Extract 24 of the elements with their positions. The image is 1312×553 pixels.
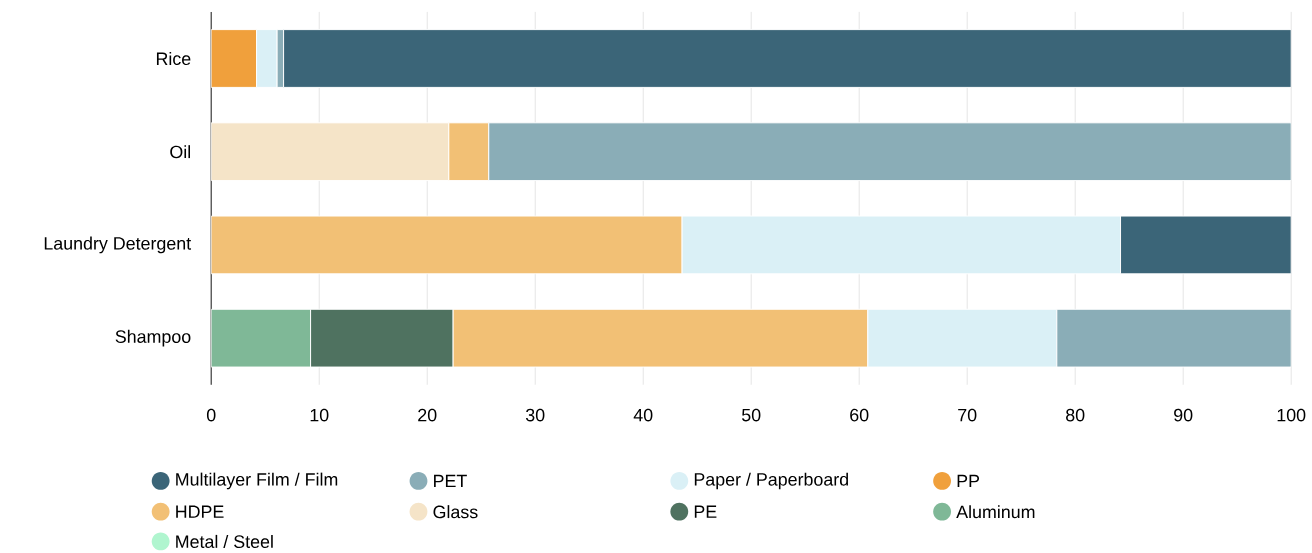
x-tick-label: 30 <box>525 408 545 422</box>
legend-label: HDPE <box>176 505 224 518</box>
x-tick-label: 100 <box>1277 408 1306 422</box>
x-tick-label: 90 <box>1174 408 1193 422</box>
legend-label: Glass <box>433 504 478 519</box>
y-tick-label: Rice <box>156 51 191 65</box>
x-tick-label: 10 <box>310 408 329 422</box>
x-tick-label: 20 <box>418 408 437 422</box>
x-tick-label: 70 <box>958 408 977 422</box>
y-tick-label: Oil <box>170 144 191 159</box>
legend-label: PE <box>694 505 717 518</box>
y-tick-label: Laundry Detergent <box>44 236 192 254</box>
x-tick-label: 80 <box>1066 408 1085 422</box>
x-tick-label: 60 <box>850 408 869 422</box>
y-tick-label: Shampoo <box>115 329 191 347</box>
legend-label: Multilayer Film / Film <box>176 472 338 490</box>
legend-label: Metal / Steel <box>176 534 273 548</box>
legend-label: Paper / Paperboard <box>694 472 848 490</box>
legend-label: PP <box>957 474 980 487</box>
legend-label: Aluminum <box>956 504 1035 519</box>
x-tick-label: 0 <box>206 408 216 422</box>
x-tick-label: 40 <box>633 408 653 422</box>
legend-label: PET <box>434 474 467 487</box>
x-tick-label: 50 <box>741 408 761 422</box>
